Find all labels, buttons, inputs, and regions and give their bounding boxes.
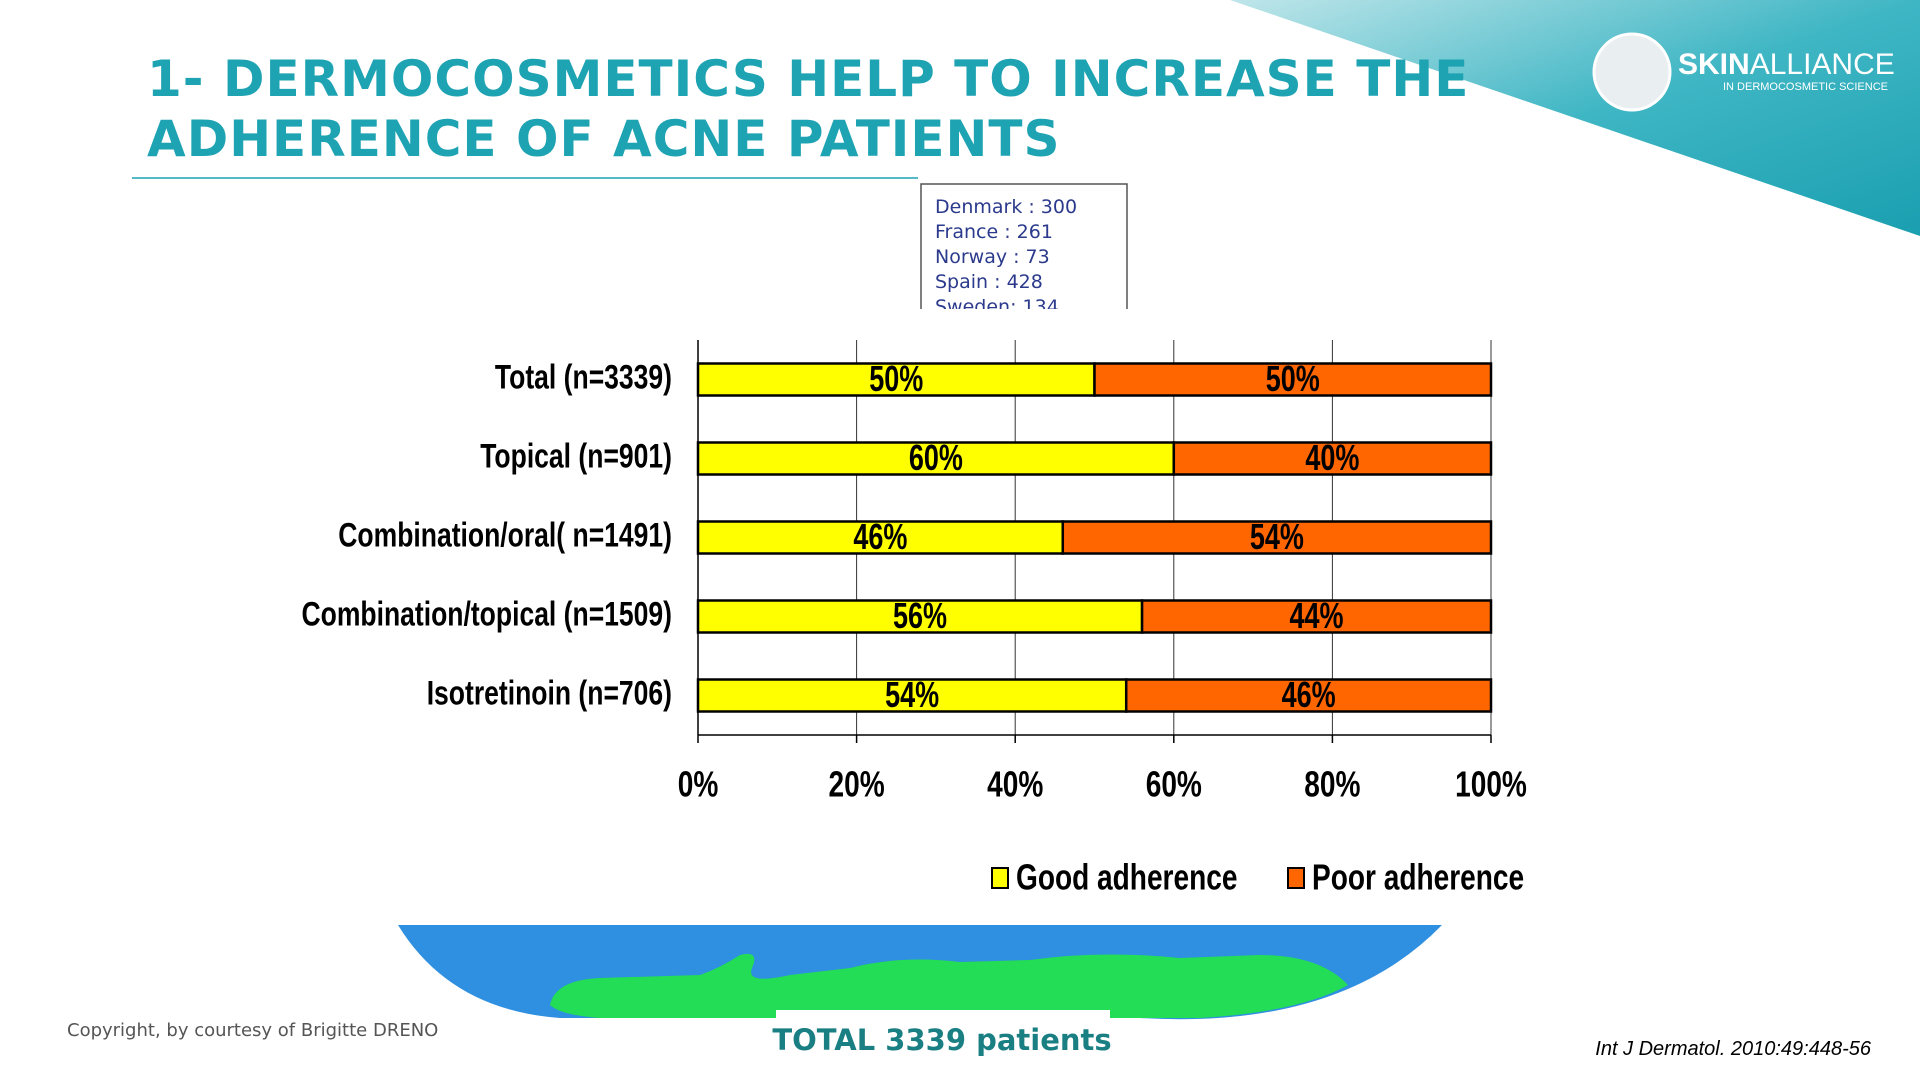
- bar-segment: [1061, 520, 1493, 555]
- value-label: 44%: [1290, 595, 1344, 636]
- country-entry: Sweden: 134: [935, 296, 1059, 318]
- value-label: 60%: [909, 437, 963, 478]
- logo-mark: [1592, 32, 1672, 112]
- plot: 0% 20% 40% 60% 80% 100% Total (n=3339) 50% 50% To…: [301, 340, 1527, 897]
- y-tick-label: Total (n=3339): [495, 358, 672, 396]
- y-tick-label: Combination/oral( n=1491): [338, 516, 672, 554]
- x-tick-label: 40%: [987, 764, 1043, 804]
- total-label: TOTAL 3339 patients: [772, 1023, 1111, 1057]
- value-label: 46%: [853, 516, 907, 557]
- x-tick-label: 0%: [678, 764, 719, 804]
- country-entry: Denmark : 300: [935, 196, 1077, 218]
- copyright: Copyright, by courtesy of Brigitte DRENO: [67, 1020, 438, 1041]
- y-tick-label: Isotretinoin (n=706): [427, 674, 672, 712]
- corner-banner: [1230, 0, 1920, 236]
- bar-segment: [696, 362, 1096, 397]
- legend-label: Good adherence: [1016, 857, 1237, 897]
- logo-bold: SKIN: [1678, 48, 1750, 81]
- value-label: 40%: [1305, 437, 1359, 478]
- value-label: 54%: [1250, 516, 1304, 557]
- x-tick-label: 60%: [1146, 764, 1202, 804]
- country-box: [920, 183, 1128, 309]
- country-entry: France : 261: [935, 221, 1053, 243]
- value-label: 50%: [1266, 358, 1320, 399]
- legend-swatch: [991, 867, 1009, 889]
- country-list: Denmark : 300 France : 261 Norway : 73 Spai…: [935, 196, 1077, 318]
- bar-segment: [1093, 362, 1493, 397]
- bar-segment: [1124, 678, 1493, 713]
- bar-segment: [696, 441, 1176, 476]
- x-tick-label: 100%: [1455, 764, 1527, 804]
- bar-segment: [1140, 599, 1493, 634]
- x-tick-label: 20%: [829, 764, 885, 804]
- legend-swatch: [1287, 867, 1305, 889]
- logo-light: ALLIANCE: [1750, 48, 1895, 81]
- land-mass: [550, 953, 1348, 1018]
- logo-text: SKINALLIANCE: [1678, 48, 1895, 81]
- total-box: [776, 1010, 1110, 1072]
- logo-tagline: IN DERMOCOSMETIC SCIENCE: [1723, 81, 1888, 93]
- citation: Int J Dermatol. 2010:49:448-56: [1595, 1038, 1872, 1060]
- country-entry: Norway : 73: [935, 246, 1050, 268]
- x-tick-label: 80%: [1304, 764, 1360, 804]
- value-label: 56%: [893, 595, 947, 636]
- bar-segment: [1172, 441, 1493, 476]
- legend-label: Poor adherence: [1312, 857, 1524, 897]
- bar-segment: [696, 599, 1144, 634]
- title-line: ADHERENCE OF ACNE PATIENTS: [147, 110, 1061, 168]
- country-entry: Spain : 428: [935, 271, 1043, 293]
- value-label: 46%: [1282, 674, 1336, 715]
- y-tick-label: Topical (n=901): [480, 437, 672, 475]
- title-line: 1- DERMOCOSMETICS HELP TO INCREASE THE: [147, 50, 1469, 108]
- y-tick-label: Combination/topical (n=1509): [301, 595, 672, 633]
- value-label: 50%: [869, 358, 923, 399]
- value-label: 54%: [885, 674, 939, 715]
